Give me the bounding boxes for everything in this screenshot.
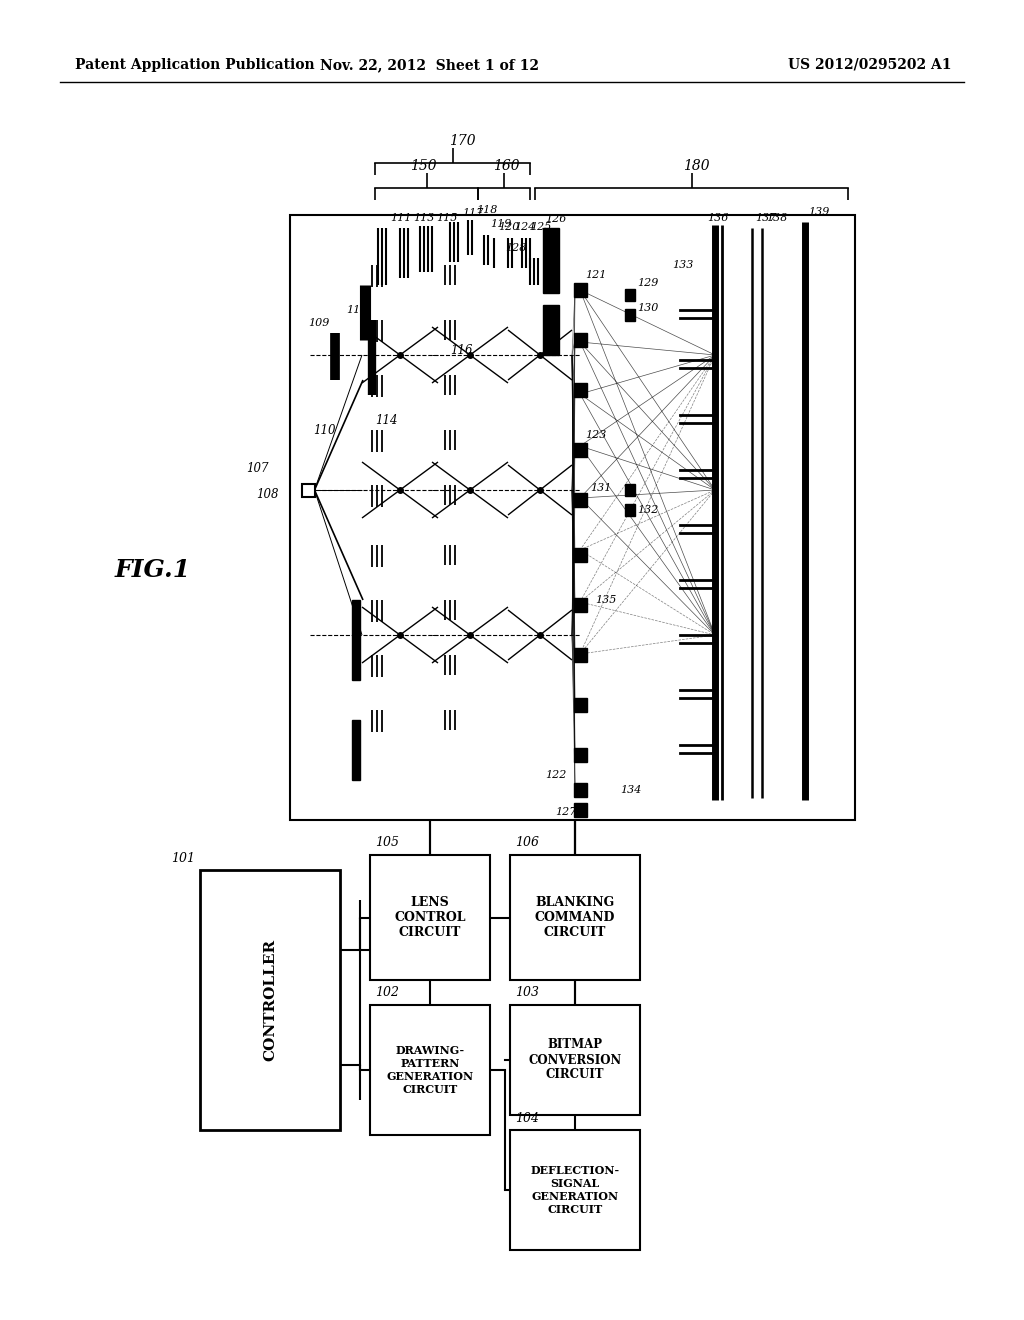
Bar — [625, 289, 635, 301]
Text: 109: 109 — [308, 318, 330, 327]
Bar — [510, 855, 640, 979]
Text: 124: 124 — [514, 222, 536, 232]
Text: 133: 133 — [672, 260, 693, 271]
Text: 121: 121 — [585, 271, 606, 280]
Bar — [370, 855, 490, 979]
Bar — [574, 598, 587, 612]
Text: FIG.1: FIG.1 — [115, 558, 191, 582]
Text: 127: 127 — [555, 807, 577, 817]
Text: 110: 110 — [313, 424, 336, 437]
Text: 106: 106 — [515, 837, 539, 850]
Bar — [200, 870, 340, 1130]
Text: 125: 125 — [530, 222, 551, 232]
Text: 131: 131 — [590, 483, 611, 492]
Bar — [510, 1130, 640, 1250]
Text: 105: 105 — [375, 837, 399, 850]
Text: 123: 123 — [585, 430, 606, 440]
Bar — [574, 803, 587, 817]
Bar — [574, 783, 587, 797]
Text: 107: 107 — [247, 462, 269, 474]
Text: 117: 117 — [462, 209, 483, 218]
Text: 160: 160 — [493, 158, 519, 173]
Bar — [574, 444, 587, 457]
Bar — [574, 383, 587, 397]
Text: US 2012/0295202 A1: US 2012/0295202 A1 — [788, 58, 951, 73]
Bar — [625, 484, 635, 496]
Text: 130: 130 — [637, 304, 658, 313]
Text: 129: 129 — [637, 279, 658, 288]
Text: 101: 101 — [171, 851, 195, 865]
Text: BITMAP
CONVERSION
CIRCUIT: BITMAP CONVERSION CIRCUIT — [528, 1039, 622, 1081]
Text: 118: 118 — [476, 205, 498, 215]
Bar — [352, 601, 360, 680]
Bar — [625, 504, 635, 516]
Text: 115: 115 — [436, 213, 458, 223]
Bar — [574, 648, 587, 663]
Bar — [543, 228, 559, 293]
Bar — [301, 483, 314, 496]
Text: BLANKING
COMMAND
CIRCUIT: BLANKING COMMAND CIRCUIT — [535, 896, 615, 939]
Bar — [543, 305, 559, 355]
Bar — [574, 333, 587, 347]
Text: 102: 102 — [375, 986, 399, 999]
Bar — [574, 748, 587, 762]
Text: 137: 137 — [755, 213, 776, 223]
Text: 170: 170 — [450, 135, 476, 148]
Text: DEFLECTION-
SIGNAL
GENERATION
CIRCUIT: DEFLECTION- SIGNAL GENERATION CIRCUIT — [530, 1166, 620, 1214]
Bar — [574, 698, 587, 711]
Text: 150: 150 — [411, 158, 437, 173]
Text: Nov. 22, 2012  Sheet 1 of 12: Nov. 22, 2012 Sheet 1 of 12 — [321, 58, 540, 73]
Text: 119: 119 — [490, 219, 511, 228]
Text: 116: 116 — [450, 343, 472, 356]
Text: 114: 114 — [375, 413, 397, 426]
Text: 103: 103 — [515, 986, 539, 999]
Text: 111: 111 — [390, 213, 412, 223]
Text: 135: 135 — [595, 595, 616, 605]
Text: 180: 180 — [683, 158, 710, 173]
Text: 138: 138 — [766, 213, 787, 223]
Bar — [574, 492, 587, 507]
Text: 108: 108 — [256, 488, 279, 502]
Bar — [290, 215, 855, 820]
Bar — [510, 1005, 640, 1115]
Text: 139: 139 — [808, 207, 829, 216]
Bar — [574, 282, 587, 297]
Text: 128: 128 — [506, 243, 527, 253]
Text: 134: 134 — [620, 785, 641, 795]
Bar — [352, 719, 360, 780]
Text: 112: 112 — [347, 305, 368, 315]
Text: 132: 132 — [637, 506, 658, 515]
Text: Patent Application Publication: Patent Application Publication — [75, 58, 314, 73]
Bar — [370, 1005, 490, 1135]
Text: 120: 120 — [498, 222, 519, 232]
Text: CONTROLLER: CONTROLLER — [263, 939, 278, 1061]
Text: DRAWING-
PATTERN
GENERATION
CIRCUIT: DRAWING- PATTERN GENERATION CIRCUIT — [386, 1045, 473, 1094]
Text: 136: 136 — [708, 213, 729, 223]
Text: 104: 104 — [515, 1111, 539, 1125]
Text: 126: 126 — [545, 214, 566, 224]
Bar — [625, 309, 635, 321]
Bar — [574, 548, 587, 562]
Text: LENS
CONTROL
CIRCUIT: LENS CONTROL CIRCUIT — [394, 896, 466, 939]
Text: 113: 113 — [413, 213, 434, 223]
Text: 122: 122 — [545, 770, 566, 780]
